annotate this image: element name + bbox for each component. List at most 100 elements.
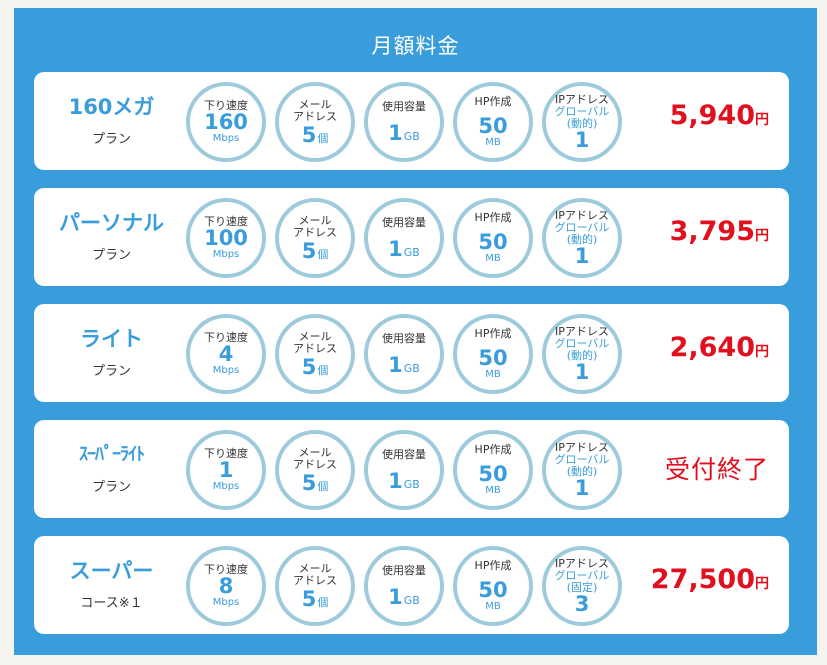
hp-label: HP作成	[474, 559, 512, 572]
speed-unit: Mbps	[212, 597, 240, 608]
ip-circle: IPアドレス グローバル (動的) 1	[542, 198, 622, 278]
ip-count: 3	[574, 591, 590, 616]
plan-name: 160メガ	[68, 95, 155, 119]
storage-unit: GB	[403, 361, 420, 375]
price: 3,795円	[670, 216, 769, 247]
mail-value: 5	[301, 586, 317, 611]
hp-value: 50	[478, 462, 508, 486]
ip-circle: IPアドレス グローバル (動的) 1	[542, 430, 622, 510]
mail-unit: 個	[317, 247, 329, 261]
plan-subtitle: プラン	[91, 248, 131, 263]
mail-value: 5	[301, 470, 317, 495]
storage-unit: GB	[403, 593, 420, 607]
storage-value: 1	[388, 468, 403, 493]
speed-unit: Mbps	[212, 133, 240, 144]
speed-value: 1	[218, 458, 234, 482]
ip-circle: IPアドレス グローバル (動的) 1	[542, 314, 622, 394]
plan-subtitle: プラン	[91, 364, 131, 379]
speed-circle: 下り速度 4 Mbps	[186, 314, 266, 394]
speed-value: 8	[218, 574, 234, 598]
speed-circle: 下り速度 8 Mbps	[186, 546, 266, 626]
mail-label: メール アドレス	[293, 445, 337, 471]
mail-unit: 個	[317, 131, 329, 145]
price-currency: 円	[755, 112, 769, 128]
closed-label: 受付終了	[664, 455, 769, 484]
storage-unit: GB	[403, 245, 420, 259]
speed-label: 下り速度	[204, 447, 248, 460]
speed-label: 下り速度	[204, 331, 248, 344]
speed-unit: Mbps	[212, 365, 240, 376]
storage-label: 使用容量	[382, 447, 426, 461]
mail-label: メール アドレス	[293, 97, 337, 123]
section-title: 月額料金	[371, 34, 460, 58]
ip-count: 1	[574, 359, 590, 384]
storage-circle: 使用容量 1 GB	[364, 546, 444, 626]
hp-unit: MB	[485, 369, 501, 380]
storage-value: 1	[388, 584, 403, 609]
plan-name: スーパー	[69, 559, 154, 583]
plan-name: パーソナル	[59, 211, 164, 235]
hp-value: 50	[478, 114, 508, 138]
speed-label: 下り速度	[204, 215, 248, 228]
hp-circle: HP作成 50 MB	[453, 82, 533, 162]
plan-name: ライト	[80, 327, 143, 351]
mail-label: メール アドレス	[293, 213, 337, 239]
mail-value: 5	[301, 122, 317, 147]
storage-circle: 使用容量 1 GB	[364, 430, 444, 510]
speed-value: 160	[204, 110, 248, 134]
mail-unit: 個	[317, 479, 329, 493]
price: 受付終了	[665, 450, 769, 486]
hp-value: 50	[478, 346, 508, 370]
price: 2,640円	[670, 332, 769, 363]
ip-label: IPアドレス	[555, 92, 609, 106]
price: 5,940円	[670, 100, 769, 131]
ip-mode: (固定)	[566, 580, 598, 594]
plan-subtitle: コース※１	[80, 596, 143, 611]
ip-circle: IPアドレス グローバル (動的) 1	[542, 82, 622, 162]
ip-count: 1	[574, 243, 590, 268]
ip-mode: (動的)	[566, 348, 598, 362]
storage-circle: 使用容量 1 GB	[364, 314, 444, 394]
plan-subtitle: プラン	[91, 132, 131, 147]
speed-unit: Mbps	[212, 481, 240, 492]
speed-circle: 下り速度 1 Mbps	[186, 430, 266, 510]
price-value: 3,795	[669, 216, 755, 247]
ip-label: IPアドレス	[555, 556, 609, 570]
storage-value: 1	[388, 120, 403, 145]
ip-mode: (動的)	[566, 464, 598, 478]
ip-label: IPアドレス	[555, 440, 609, 454]
speed-value: 4	[218, 342, 234, 366]
hp-label: HP作成	[474, 95, 512, 108]
hp-circle: HP作成 50 MB	[453, 430, 533, 510]
storage-unit: GB	[403, 477, 420, 491]
hp-circle: HP作成 50 MB	[453, 546, 533, 626]
mail-value: 5	[301, 238, 317, 263]
speed-circle: 下り速度 100 Mbps	[186, 198, 266, 278]
mail-unit: 個	[317, 595, 329, 609]
speed-label: 下り速度	[204, 99, 248, 112]
hp-label: HP作成	[474, 211, 512, 224]
price-currency: 円	[755, 344, 769, 360]
price-currency: 円	[755, 228, 769, 244]
hp-circle: HP作成 50 MB	[453, 314, 533, 394]
storage-label: 使用容量	[382, 563, 426, 577]
mail-value: 5	[301, 354, 317, 379]
ip-mode: (動的)	[566, 116, 598, 130]
ip-count: 1	[574, 127, 590, 152]
hp-unit: MB	[485, 485, 501, 496]
ip-type: グローバル	[554, 452, 610, 466]
price-value: 5,940	[669, 100, 755, 131]
price-value: 2,640	[669, 332, 755, 363]
speed-unit: Mbps	[212, 249, 240, 260]
storage-circle: 使用容量 1 GB	[364, 82, 444, 162]
hp-label: HP作成	[474, 443, 512, 456]
storage-value: 1	[388, 352, 403, 377]
